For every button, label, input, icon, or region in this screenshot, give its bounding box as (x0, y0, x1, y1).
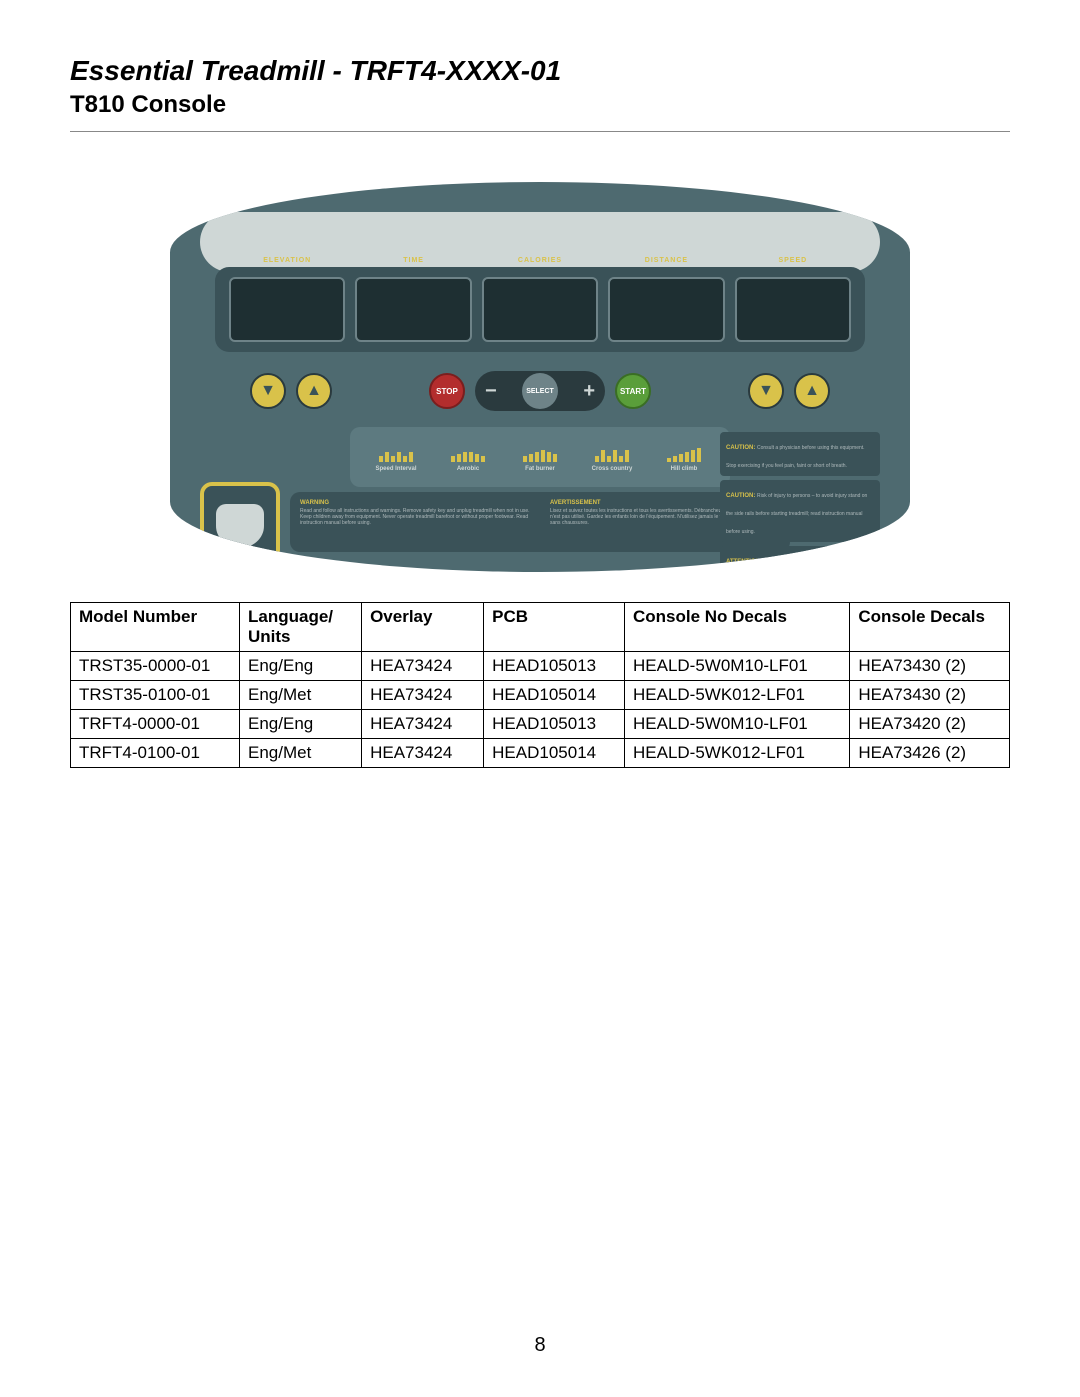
table-header-row: Model NumberLanguage/ UnitsOverlayPCBCon… (71, 603, 1010, 652)
program-label: Fat burner (513, 466, 568, 472)
start-button[interactable]: START (615, 373, 651, 409)
caution-block: CAUTION: Consult a physician before usin… (720, 432, 880, 572)
elevation-arrow-group: ▼ ▲ (250, 373, 332, 409)
display-label: DISTANCE (610, 257, 722, 264)
safety-key-icon (216, 504, 264, 548)
console-illustration: ELEVATIONTIMECALORIESDISTANCESPEED ▼ ▲ S… (170, 172, 910, 572)
program-bars-icon (657, 442, 712, 462)
plus-button[interactable]: + (583, 380, 595, 403)
table-cell: HEAD105013 (484, 652, 625, 681)
display-window: DISTANCE (608, 277, 724, 342)
program-label: Hill climb (657, 466, 712, 472)
table-cell: TRST35-0000-01 (71, 652, 240, 681)
button-row: ▼ ▲ STOP − SELECT + START ▼ ▲ (250, 367, 830, 415)
program-button[interactable]: Aerobic (441, 442, 496, 472)
program-bars-icon (441, 442, 496, 462)
stop-button[interactable]: STOP (429, 373, 465, 409)
table-cell: Eng/Met (240, 681, 362, 710)
table-cell: HEAD105014 (484, 681, 625, 710)
display-label: TIME (357, 257, 469, 264)
table-cell: TRST35-0100-01 (71, 681, 240, 710)
table-cell: Eng/Eng (240, 710, 362, 739)
program-bars-icon (513, 442, 568, 462)
program-button[interactable]: Hill climb (657, 442, 712, 472)
table-row: TRFT4-0000-01Eng/EngHEA73424HEAD105013HE… (71, 710, 1010, 739)
display-window: SPEED (735, 277, 851, 342)
caution-head: CAUTION: (726, 445, 757, 451)
page-title-sub: T810 Console (70, 91, 1010, 119)
display-window: CALORIES (482, 277, 598, 342)
page-number: 8 (0, 1334, 1080, 1357)
table-cell: HEALD-5WK012-LF01 (624, 739, 849, 768)
program-button[interactable]: Fat burner (513, 442, 568, 472)
program-label: Aerobic (441, 466, 496, 472)
caution-line: CAUTION: Consult a physician before usin… (720, 432, 880, 476)
table-cell: HEA73424 (362, 710, 484, 739)
table-cell: HEA73430 (2) (850, 652, 1010, 681)
page-title-main: Essential Treadmill - TRFT4-XXXX-01 (70, 55, 1010, 87)
table-cell: TRFT4-0100-01 (71, 739, 240, 768)
program-bars-icon (369, 442, 424, 462)
program-label: Cross country (585, 466, 640, 472)
table-header-cell: Language/ Units (240, 603, 362, 652)
program-label: Speed Interval (369, 466, 424, 472)
display-label: CALORIES (484, 257, 596, 264)
elevation-down-button[interactable]: ▼ (250, 373, 286, 409)
table-header-cell: PCB (484, 603, 625, 652)
table-row: TRST35-0100-01Eng/MetHEA73424HEAD105014H… (71, 681, 1010, 710)
table-cell: Eng/Met (240, 739, 362, 768)
table-cell: HEA73420 (2) (850, 710, 1010, 739)
warning-block-en: WARNING Read and follow all instructions… (290, 492, 540, 552)
elevation-up-button[interactable]: ▲ (296, 373, 332, 409)
table-cell: Eng/Eng (240, 652, 362, 681)
select-button[interactable]: SELECT (522, 373, 558, 409)
display-label: SPEED (737, 257, 849, 264)
warning-head-en: WARNING (300, 500, 530, 506)
table-cell: HEA73424 (362, 681, 484, 710)
caution-text: Risk of injury to persons – to avoid inj… (726, 493, 867, 535)
table-header-cell: Overlay (362, 603, 484, 652)
table-header-cell: Model Number (71, 603, 240, 652)
speed-up-button[interactable]: ▲ (794, 373, 830, 409)
warning-strip: WARNING Read and follow all instructions… (290, 492, 790, 552)
table-cell: TRFT4-0000-01 (71, 710, 240, 739)
caution-head: CAUTION: (726, 493, 757, 499)
table-cell: HEALD-5W0M10-LF01 (624, 652, 849, 681)
table-body: TRST35-0000-01Eng/EngHEA73424HEAD105013H… (71, 652, 1010, 768)
table-cell: HEAD105014 (484, 739, 625, 768)
table-cell: HEA73424 (362, 652, 484, 681)
program-bars-icon (585, 442, 640, 462)
display-row: ELEVATIONTIMECALORIESDISTANCESPEED (215, 267, 865, 352)
model-table: Model NumberLanguage/ UnitsOverlayPCBCon… (70, 602, 1010, 768)
console-body: ELEVATIONTIMECALORIESDISTANCESPEED ▼ ▲ S… (170, 182, 910, 572)
speed-pill: − SELECT + (475, 371, 605, 411)
minus-button[interactable]: − (485, 380, 497, 403)
table-cell: HEALD-5WK012-LF01 (624, 681, 849, 710)
display-window: TIME (355, 277, 471, 342)
warning-text-en: Read and follow all instructions and war… (300, 508, 530, 526)
program-button[interactable]: Speed Interval (369, 442, 424, 472)
safety-key-holder (200, 482, 290, 572)
table-cell: HEA73424 (362, 739, 484, 768)
caution-line: CAUTION: Risk of injury to persons – to … (720, 480, 880, 542)
table-row: TRFT4-0100-01Eng/MetHEA73424HEAD105014HE… (71, 739, 1010, 768)
caution-head: ATTENTION: (726, 559, 764, 565)
program-row: Speed Interval Aerobic Fat burner Cross cou… (350, 427, 730, 487)
display-window: ELEVATION (229, 277, 345, 342)
table-row: TRST35-0000-01Eng/EngHEA73424HEAD105013H… (71, 652, 1010, 681)
table-cell: HEA73430 (2) (850, 681, 1010, 710)
speed-down-button[interactable]: ▼ (748, 373, 784, 409)
caution-line: ATTENTION: Consultez un médecin avant d'… (720, 546, 880, 572)
table-cell: HEALD-5W0M10-LF01 (624, 710, 849, 739)
center-control-group: STOP − SELECT + START (429, 371, 651, 411)
program-button[interactable]: Cross country (585, 442, 640, 472)
display-label: ELEVATION (231, 257, 343, 264)
safety-key-outline (200, 482, 280, 562)
table-header-cell: Console No Decals (624, 603, 849, 652)
speed-arrow-group: ▼ ▲ (748, 373, 830, 409)
table-cell: HEA73426 (2) (850, 739, 1010, 768)
table-header-cell: Console Decals (850, 603, 1010, 652)
header-divider (70, 131, 1010, 132)
table-cell: HEAD105013 (484, 710, 625, 739)
